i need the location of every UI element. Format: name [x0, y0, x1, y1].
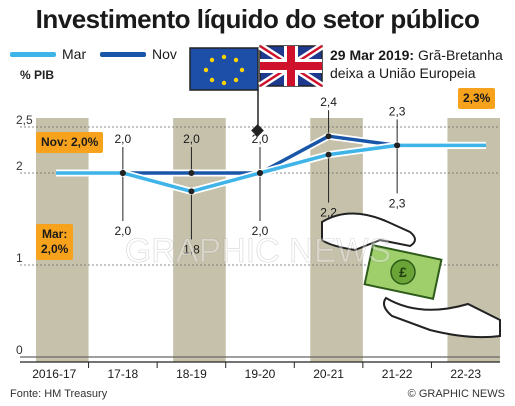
data-label-mar-5: 2,3 [389, 196, 406, 210]
y-axis: 0 1 2 2,5 [16, 113, 33, 357]
point-nov-4 [325, 133, 332, 140]
annotation-text-2: deixa a União Europeia [330, 65, 476, 81]
x-tick-label-0: 2016-17 [32, 367, 76, 381]
data-label-nov-4: 2,4 [320, 95, 337, 109]
callout-mar-start: Mar: 2,0% [36, 224, 74, 260]
y-tick-label-3: 2,5 [16, 113, 33, 127]
data-label-nov-2: 2,0 [183, 132, 200, 146]
annotation-date: 29 Mar 2019: [330, 47, 415, 63]
source-note: Fonte: HM Treasury [10, 388, 108, 400]
callout-mar-start-1: Mar: [42, 227, 68, 241]
credit-note: © GRAPHIC NEWS [407, 388, 505, 400]
chart-title: Investimento líquido do setor público [35, 4, 480, 34]
union-jack-icon [258, 43, 324, 89]
data-labels: 2,02,02,01,82,02,02,42,22,32,3 [115, 95, 406, 256]
data-label-mar-1: 2,0 [115, 224, 132, 238]
y-axis-unit: % PIB [20, 68, 55, 82]
watermark: GRAPHIC NEWS [125, 232, 391, 270]
legend-mar-label: Mar [62, 46, 87, 62]
data-label-nov-5: 2,3 [389, 104, 406, 118]
data-label-nov-3: 2,0 [252, 132, 269, 146]
legend-mar-swatch [10, 51, 56, 57]
legend-nov: Nov [100, 46, 177, 62]
hands-money-icon: £ [321, 212, 501, 339]
x-tick-label-2: 18-19 [176, 367, 207, 381]
svg-text:£: £ [399, 264, 407, 280]
data-label-mar-3: 2,0 [252, 224, 269, 238]
point-mar-3 [257, 170, 263, 176]
point-mar-4 [325, 151, 332, 158]
brexit-annotation: 29 Mar 2019: Grã-Bretanha deixa a União … [330, 46, 503, 82]
callout-mar-start-2: 2,0% [41, 242, 69, 256]
series-line-mar [56, 143, 486, 194]
legend-mar: Mar [10, 46, 86, 62]
callout-nov-start: Nov: 2,0% [36, 132, 104, 153]
x-tick-label-3: 19-20 [245, 367, 276, 381]
eu-flag-icon [189, 47, 259, 91]
y-tick-label-2: 2 [16, 159, 23, 173]
series-points [119, 133, 401, 195]
legend-nov-label: Nov [152, 46, 177, 62]
y-tick-label-1: 1 [16, 251, 23, 265]
year-band-2 [173, 118, 226, 362]
x-axis-labels: 2016-17 17-18 18-19 19-20 20-21 21-22 22-23 [20, 361, 500, 381]
x-tick-label-5: 21-22 [382, 367, 413, 381]
label-leaders [122, 110, 398, 240]
callout-end-value: 2,3% [458, 88, 496, 109]
legend-nov-swatch [100, 51, 146, 57]
annotation-marker [251, 124, 264, 137]
annotation-text-1: Grã-Bretanha [417, 47, 503, 63]
data-label-nov-1: 2,0 [115, 132, 132, 146]
x-tick-label-1: 17-18 [108, 367, 139, 381]
y-tick-label-0: 0 [16, 343, 23, 357]
point-mar-1 [119, 170, 126, 176]
x-tick-label-4: 20-21 [313, 367, 344, 381]
point-nov-2 [188, 170, 195, 176]
data-label-mar-2: 1,8 [183, 242, 200, 256]
point-mar-2 [188, 188, 195, 195]
point-mar-5 [394, 142, 401, 149]
x-tick-label-6: 22-23 [450, 367, 481, 381]
